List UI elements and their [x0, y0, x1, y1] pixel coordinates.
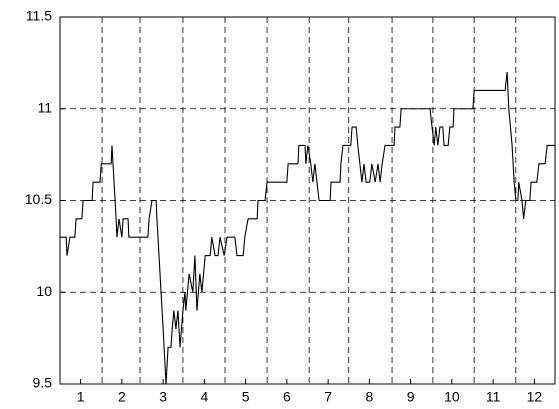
- x-tick-label: 9: [407, 389, 415, 405]
- x-tick-label: 6: [283, 389, 291, 405]
- x-tick-label: 10: [444, 389, 460, 405]
- x-tick-label: 3: [159, 389, 167, 405]
- data-line: [60, 71, 555, 385]
- x-tick-label: 7: [324, 389, 332, 405]
- y-tick-label: 10.5: [25, 191, 52, 207]
- y-tick-label: 10: [36, 283, 52, 299]
- x-tick-label: 12: [527, 389, 543, 405]
- x-tick-label: 2: [118, 389, 126, 405]
- y-tick-label: 11: [37, 99, 52, 115]
- x-tick-label: 11: [486, 389, 501, 405]
- y-tick-label: 9.5: [33, 375, 53, 391]
- x-tick-label: 1: [77, 389, 85, 405]
- x-tick-label: 5: [242, 389, 250, 405]
- y-tick-label: 11.5: [26, 8, 52, 24]
- x-tick-label: 8: [365, 389, 373, 405]
- x-tick-label: 4: [200, 389, 208, 405]
